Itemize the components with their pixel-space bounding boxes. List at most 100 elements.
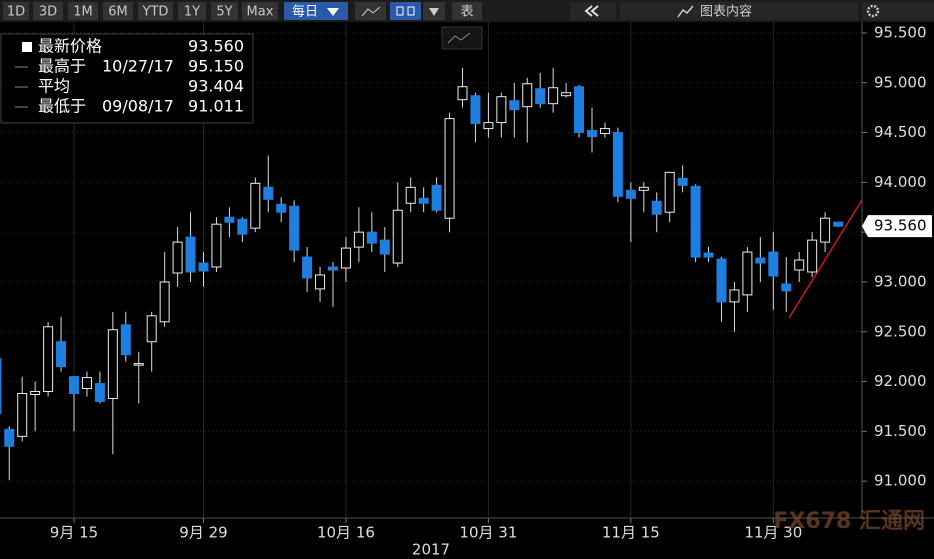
legend-value: 95.150 <box>188 57 244 76</box>
candle-body <box>146 315 157 343</box>
candle-body <box>535 88 546 105</box>
candle-body <box>43 326 54 393</box>
range-button-label: 6M <box>108 5 128 20</box>
candle-body <box>664 171 675 213</box>
icon <box>677 5 694 18</box>
candle-body <box>625 189 636 199</box>
x-tick-label: 9月 15 <box>50 524 98 542</box>
watermark: FX678 汇通网 <box>773 509 925 534</box>
candle-body <box>729 289 740 303</box>
candle-body <box>768 251 779 277</box>
candle-body <box>781 283 792 292</box>
legend-name: 最高于 <box>38 57 86 76</box>
legend-date: 10/27/17 <box>102 57 174 76</box>
y-tick-label: 91.500 <box>874 422 927 440</box>
y-tick-label: 92.000 <box>874 372 927 390</box>
legend-value: 91.011 <box>188 97 244 116</box>
legend-date: 09/08/17 <box>102 97 174 116</box>
range-button[interactable] <box>33 2 63 20</box>
y-tick-label: 94.000 <box>874 173 927 191</box>
candle-body <box>0 358 2 414</box>
interval-button[interactable] <box>284 2 348 20</box>
candle-body <box>483 122 494 130</box>
chart-type-button[interactable] <box>441 26 483 50</box>
candle-body <box>211 223 222 268</box>
candle-body <box>742 251 753 296</box>
legend-name: 平均 <box>38 77 70 96</box>
trend-line <box>788 199 863 319</box>
price-tag <box>862 215 932 238</box>
range-button-label: 5Y <box>216 5 232 20</box>
icon <box>447 32 471 44</box>
y-tick-label: 93.000 <box>874 272 927 290</box>
x-tick-label: 11月 30 <box>744 524 802 542</box>
y-tick-label: 95.000 <box>874 73 927 91</box>
candle-body <box>587 130 597 138</box>
range-button-label: YTD <box>142 5 169 20</box>
candle-body <box>599 128 610 135</box>
x-tick-label: 10月 16 <box>317 524 375 542</box>
candle-body <box>302 256 313 279</box>
candle-body <box>716 258 727 303</box>
legend-marker <box>22 42 32 52</box>
candle-body <box>470 95 481 125</box>
candle-body <box>392 209 403 264</box>
candle-body <box>107 329 118 399</box>
candle-body <box>224 216 235 223</box>
range-button[interactable] <box>178 2 206 20</box>
x-tick-label: 9月 29 <box>179 524 227 542</box>
range-button-label: 1D <box>7 5 25 20</box>
legend-name: 最低于 <box>38 97 86 116</box>
candle-body <box>431 184 442 211</box>
table-label: 表 <box>460 5 473 20</box>
candle-body <box>133 363 144 366</box>
range-button-label: 1Y <box>184 5 200 20</box>
x-tick-label: 10月 31 <box>459 524 517 542</box>
candle-body <box>159 281 170 323</box>
range-button[interactable] <box>3 2 29 20</box>
candle-body <box>690 185 701 258</box>
candle-body <box>69 376 79 395</box>
icon <box>396 6 404 16</box>
range-button[interactable] <box>68 2 98 20</box>
candle-body <box>198 262 209 272</box>
candle-body <box>509 100 520 111</box>
candle-body <box>820 217 831 243</box>
icon <box>361 6 381 17</box>
candle-body <box>548 87 559 105</box>
table-button[interactable] <box>452 2 482 20</box>
range-button[interactable] <box>211 2 238 20</box>
range-button-label: Max <box>247 5 274 20</box>
candle-body <box>237 218 248 235</box>
candle-body <box>185 236 196 273</box>
price-tag-label: 93.560 <box>874 217 927 235</box>
x-tick-label: 11月 15 <box>602 524 660 542</box>
interval-label: 每日 <box>292 4 318 20</box>
legend-name: 最新价格 <box>38 37 102 56</box>
chart-content-label: 图表内容 <box>700 4 752 20</box>
candle-body <box>638 186 649 191</box>
range-button-label: 1M <box>73 5 93 20</box>
candle-body <box>612 132 623 197</box>
dropdown-arrow <box>429 8 439 16</box>
candle-body <box>340 247 351 269</box>
candle-body <box>276 203 287 213</box>
year-label: 2017 <box>412 541 450 559</box>
candle-body <box>522 83 533 108</box>
candle-body <box>833 221 844 227</box>
y-tick-label: 94.500 <box>874 123 927 141</box>
candle-body <box>328 266 338 271</box>
legend-box <box>0 33 254 124</box>
candle-body <box>315 274 326 290</box>
range-button[interactable] <box>103 2 133 20</box>
candle-body <box>4 428 15 447</box>
candle-body <box>574 86 585 134</box>
candle-body <box>353 231 364 248</box>
range-button[interactable] <box>138 2 173 20</box>
candle-button[interactable] <box>390 2 421 20</box>
candle-body <box>561 92 572 97</box>
settings-button[interactable] <box>862 2 934 20</box>
range-button[interactable] <box>242 2 278 20</box>
